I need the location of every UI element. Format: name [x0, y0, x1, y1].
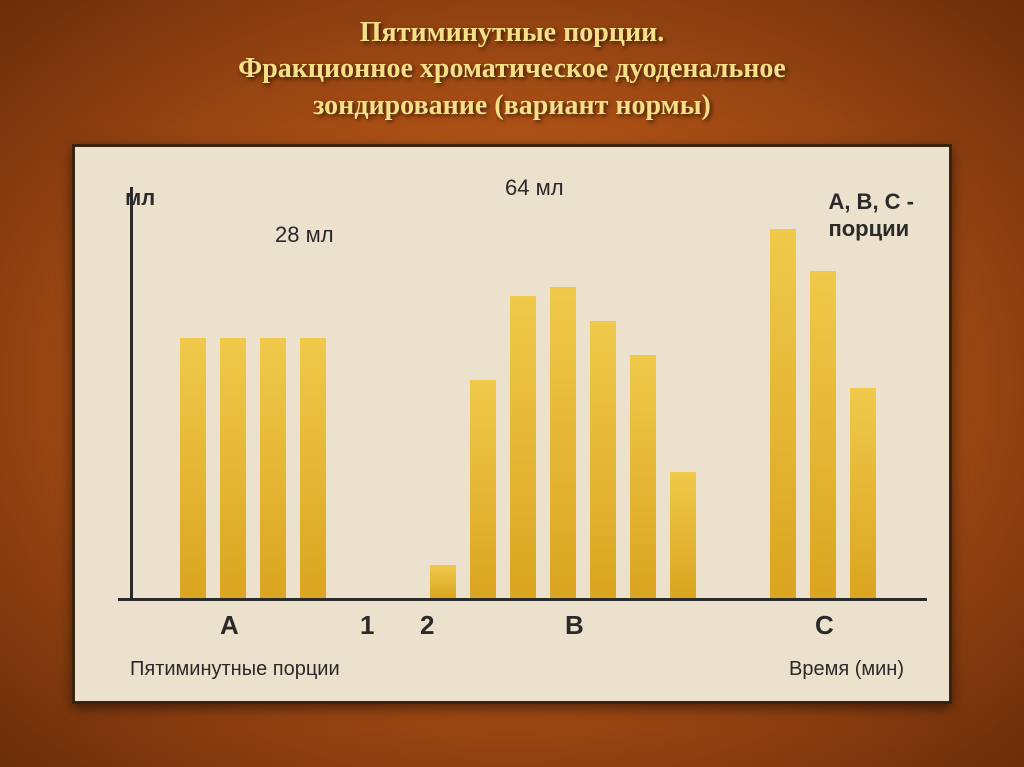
bar-8	[590, 321, 616, 598]
title-block: Пятиминутные порции. Фракционное хромати…	[238, 0, 786, 144]
bar-4	[430, 565, 456, 599]
slide: Пятиминутные порции. Фракционное хромати…	[0, 0, 1024, 767]
bar-0	[180, 338, 206, 598]
caption-left: Пятиминутные порции	[130, 658, 340, 681]
bar-2	[260, 338, 286, 598]
x-label-a: A	[220, 610, 239, 641]
bar-9	[630, 355, 656, 599]
bar-1	[220, 338, 246, 598]
title-line-3: зондирование (вариант нормы)	[238, 88, 786, 124]
bar-3	[300, 338, 326, 598]
chart-container: мл 28 мл 64 мл A, B, C - порции A 1 2 B …	[72, 144, 952, 704]
bar-11	[770, 229, 796, 599]
y-axis	[130, 187, 133, 601]
x-label-2: 2	[420, 610, 434, 641]
title-line-2: Фракционное хроматическое дуоденальное	[238, 51, 786, 87]
title-line-1: Пятиминутные порции.	[238, 15, 786, 51]
x-label-b: B	[565, 610, 584, 641]
bar-10	[670, 472, 696, 598]
plot-area	[130, 187, 919, 601]
x-label-1: 1	[360, 610, 374, 641]
bar-13	[850, 388, 876, 598]
x-label-c: C	[815, 610, 834, 641]
x-axis	[118, 598, 927, 601]
caption-right: Время (мин)	[789, 658, 904, 681]
bar-12	[810, 271, 836, 599]
bar-5	[470, 380, 496, 598]
bar-7	[550, 287, 576, 598]
bar-6	[510, 296, 536, 598]
